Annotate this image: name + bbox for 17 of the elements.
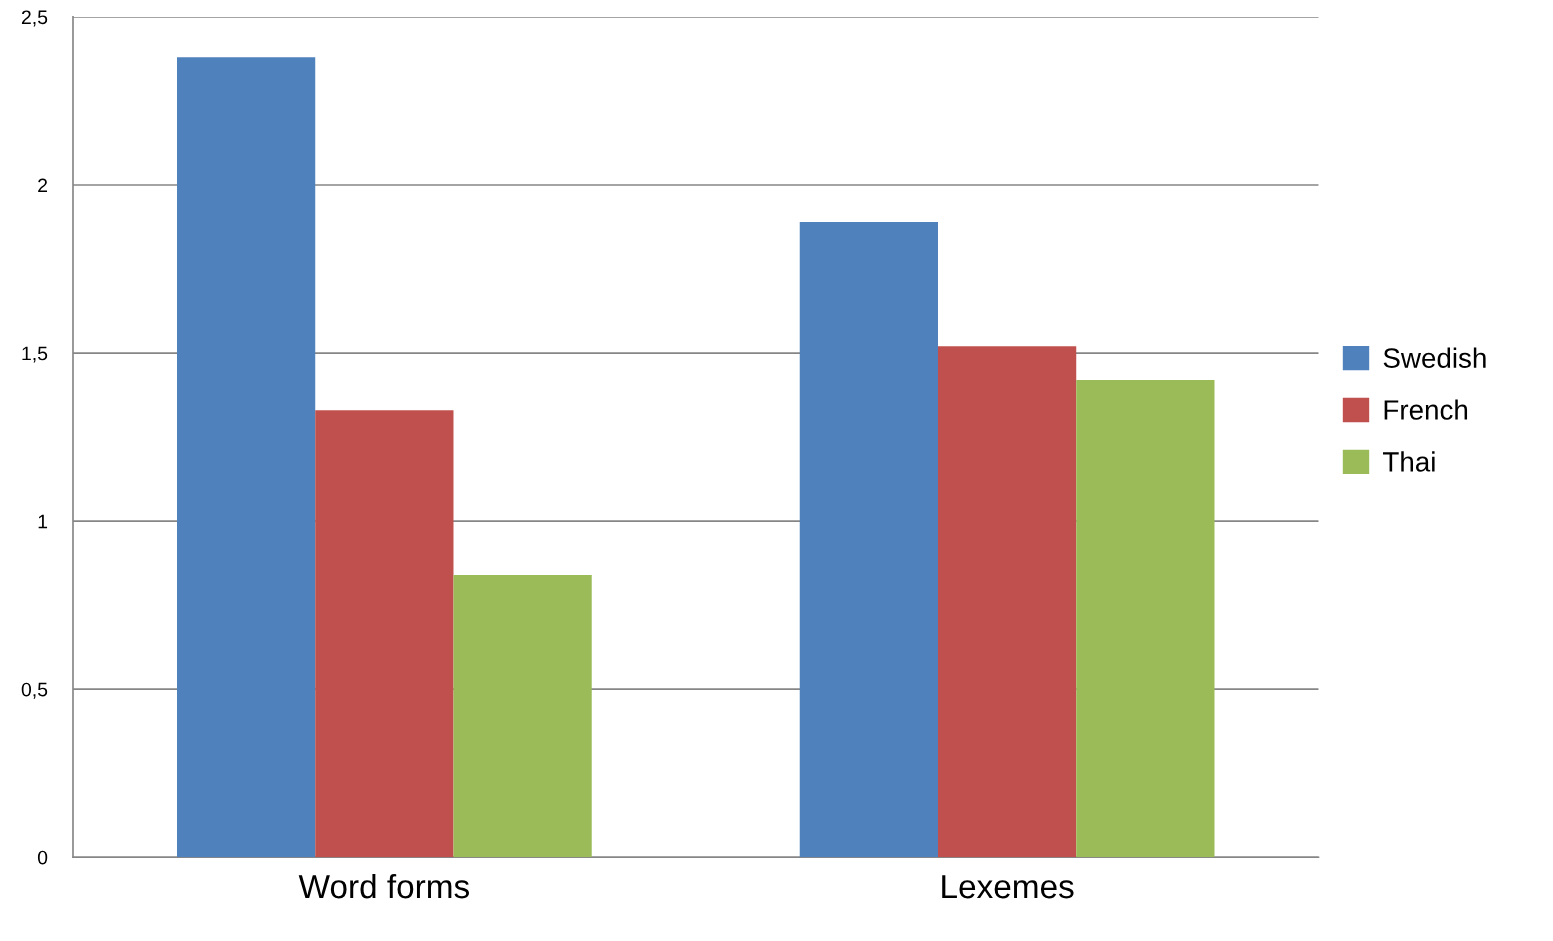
bar <box>937 346 1077 858</box>
x-tick-label: Word forms <box>298 873 469 899</box>
x-tick-label: Lexemes <box>942 875 1074 899</box>
y-tick-label: 1,5 <box>22 346 48 363</box>
legend-label: Thai <box>1383 451 1435 472</box>
legend-label: Swedish <box>1383 347 1486 368</box>
bar <box>176 57 316 858</box>
y-tick-label: 2,5 <box>21 10 48 27</box>
y-tick-label: 0 <box>37 850 48 865</box>
bar <box>1076 379 1215 858</box>
bar <box>799 221 938 858</box>
legend-label: French <box>1384 399 1468 420</box>
y-tick-label: 1 <box>38 514 48 529</box>
y-tick-label: 0,5 <box>21 682 48 699</box>
y-tick-label: 2 <box>38 178 48 193</box>
bar <box>315 410 454 858</box>
bar <box>453 574 592 858</box>
